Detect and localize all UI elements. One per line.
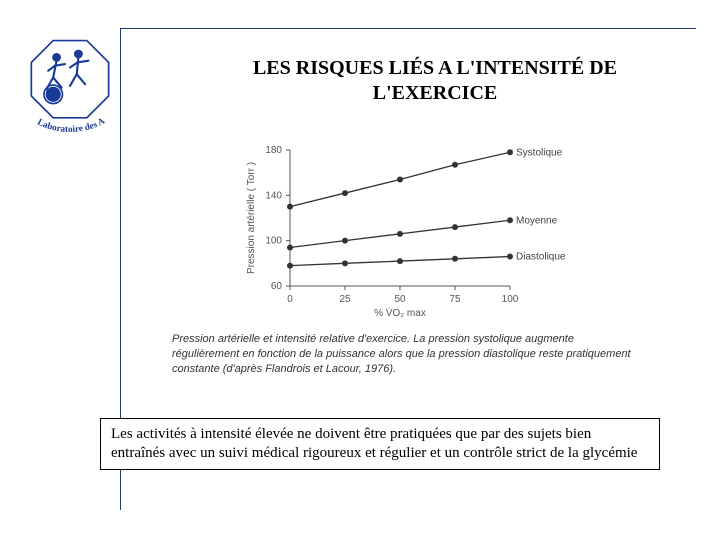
top-horizontal-rule (120, 28, 696, 29)
svg-text:25: 25 (339, 294, 351, 305)
svg-text:140: 140 (265, 190, 282, 201)
svg-text:Diastolique: Diastolique (516, 252, 566, 263)
svg-text:75: 75 (449, 294, 461, 305)
svg-text:100: 100 (265, 236, 282, 247)
svg-text:% V̇O₂ max: % V̇O₂ max (374, 306, 426, 319)
pressure-chart: 60 100 140 180 0 25 50 75 100 % V̇O₂ max Pression … (240, 140, 580, 320)
svg-text:Moyenne: Moyenne (516, 215, 558, 226)
svg-text:100: 100 (502, 294, 519, 305)
svg-text:50: 50 (394, 294, 406, 305)
page-title: LES RISQUES LIÉS A L'INTENSITÉ DE L'EXER… (190, 56, 680, 106)
svg-text:0: 0 (287, 294, 293, 305)
chart-caption: Pression artérielle et intensité relativ… (172, 332, 632, 377)
svg-text:180: 180 (265, 145, 282, 156)
svg-text:Systolique: Systolique (516, 147, 563, 158)
svg-text:60: 60 (271, 281, 283, 292)
lab-logo: Laboratoire des APS (28, 36, 112, 156)
svg-text:Pression artérielle ( Torr ): Pression artérielle ( Torr ) (246, 162, 257, 274)
warning-note: Les activités à intensité élevée ne doiv… (100, 418, 660, 470)
